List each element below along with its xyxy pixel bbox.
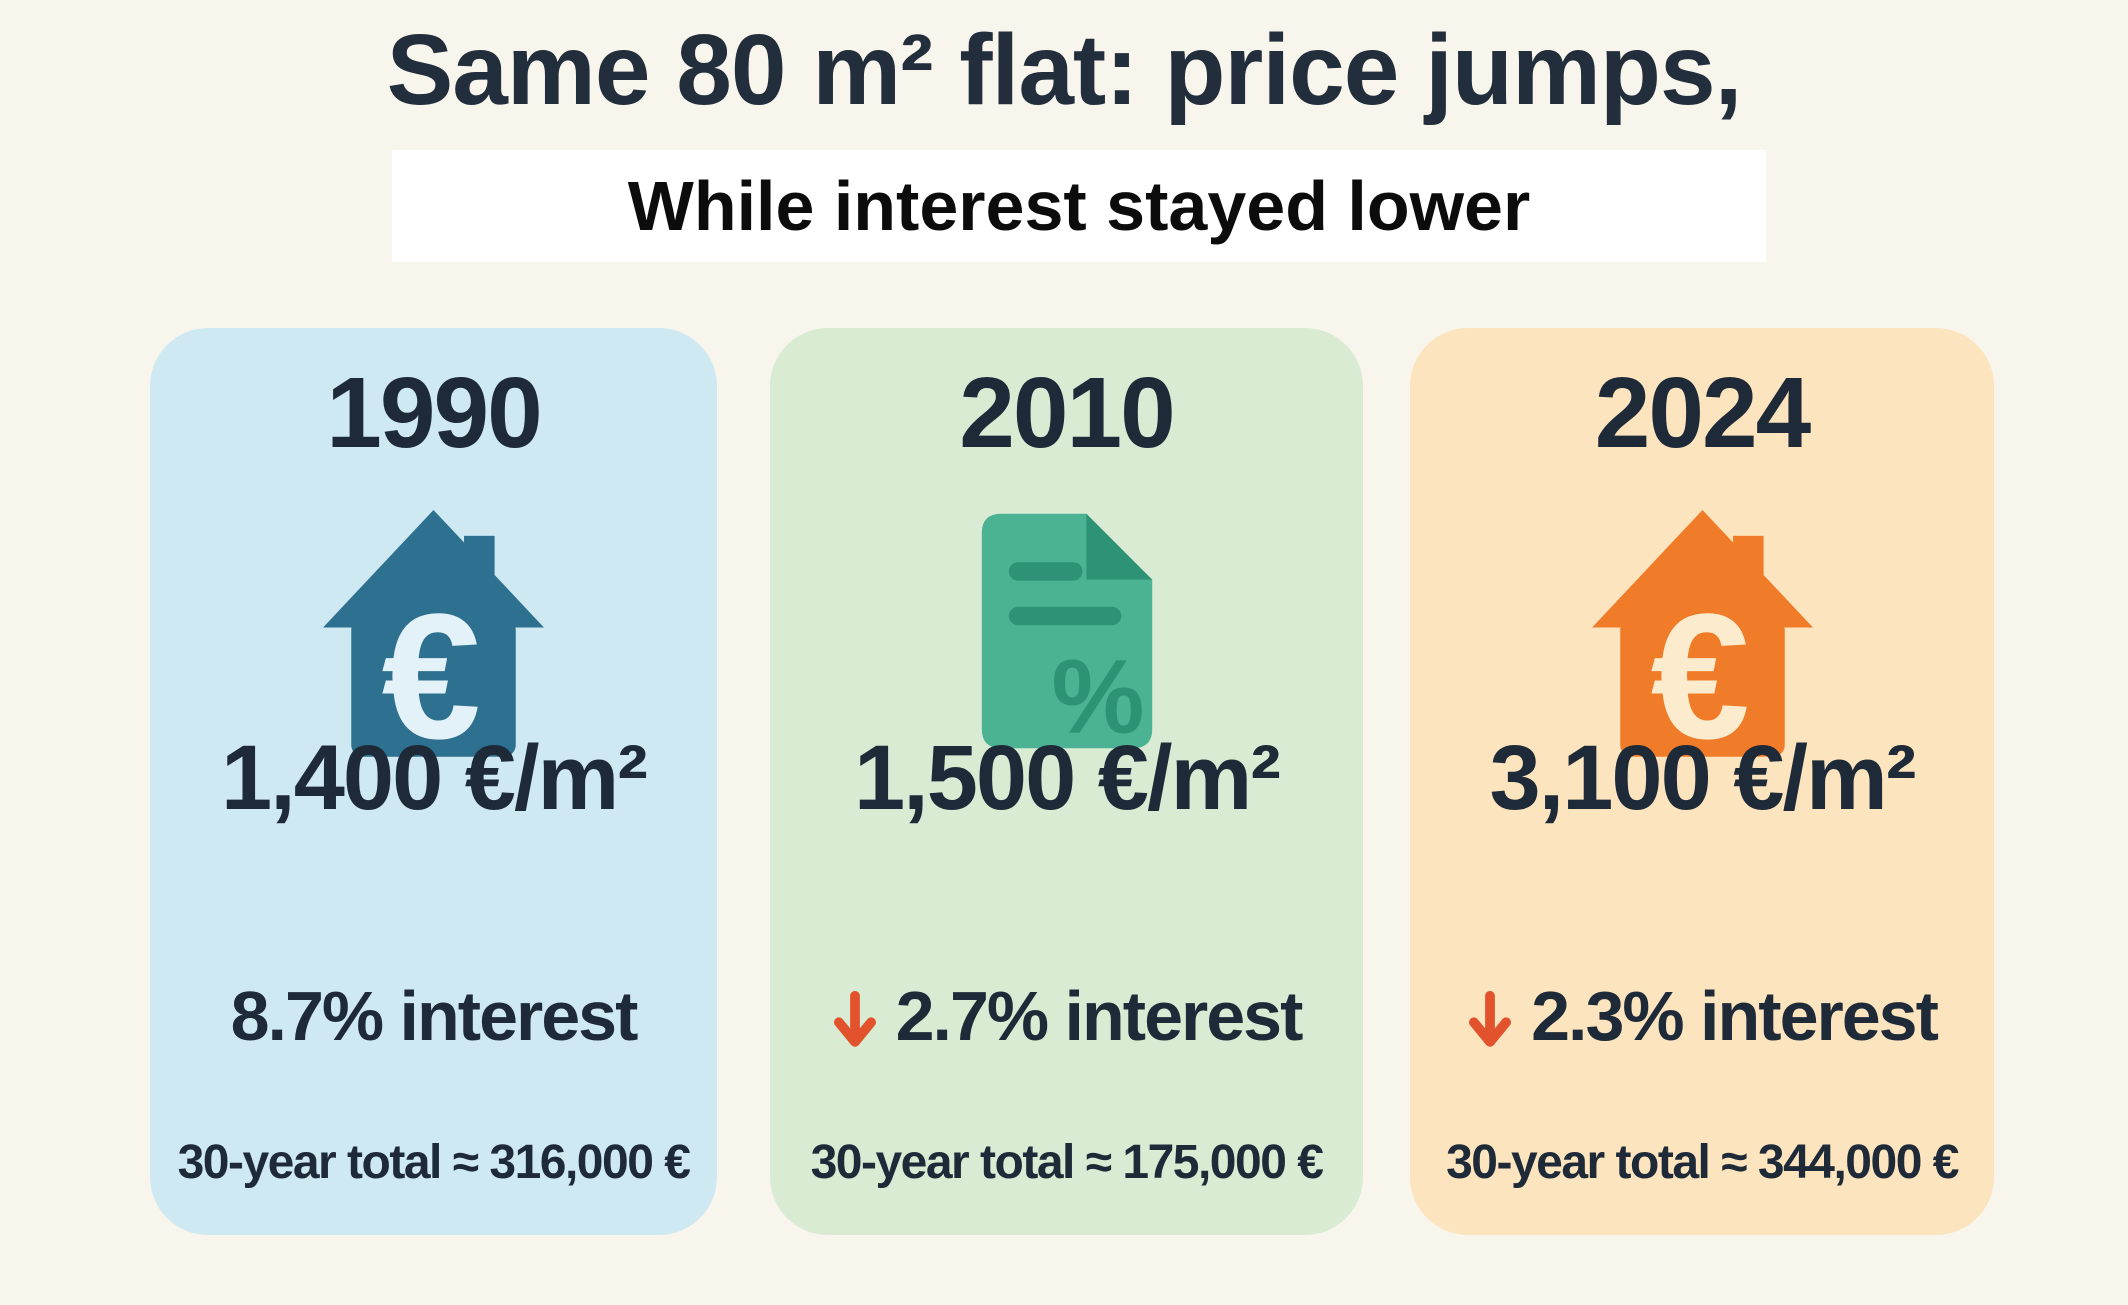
down-arrow-icon — [833, 990, 876, 1047]
year-card-2010: 2010 % 1,500 €/m² 2.7% interest 30-year … — [770, 328, 1363, 1235]
thirty-year-total: 30-year total ≈ 175,000 € — [810, 1136, 1324, 1189]
house-euro-icon: € — [1410, 500, 1994, 762]
house-body — [1619, 618, 1785, 757]
interest-row: 8.7% interest — [150, 978, 717, 1055]
card-year-label: 2024 — [1594, 357, 1811, 469]
document-fold — [1085, 513, 1152, 580]
card-year-label: 2010 — [959, 357, 1175, 469]
thirty-year-total: 30-year total ≈ 344,000 € — [1446, 1136, 1959, 1189]
percent-glyph: % — [1051, 639, 1144, 754]
document-line-2 — [1008, 606, 1121, 626]
house-euro-icon-svg: € — [1591, 509, 1813, 757]
house-euro-icon: € — [150, 500, 717, 762]
interest-row: 2.7% interest — [770, 978, 1363, 1055]
price-per-m2: 3,100 €/m² — [1489, 727, 1917, 829]
house-roof — [1591, 509, 1813, 628]
subtitle-highlight-band: While interest stayed lower — [392, 150, 1766, 262]
year-card-1990: 1990 € 1,400 €/m² 8.7% interest 30-year … — [150, 328, 717, 1235]
interest-label: 8.7% interest — [230, 977, 639, 1055]
document-percent-icon-svg: % — [981, 513, 1152, 754]
document-line-1 — [1008, 562, 1082, 581]
price-per-m2: 1,500 €/m² — [854, 727, 1281, 829]
thirty-year-total: 30-year total ≈ 316,000 € — [177, 1136, 691, 1189]
card-year-label: 1990 — [326, 357, 542, 469]
house-body — [351, 618, 516, 757]
euro-glyph: € — [381, 576, 480, 757]
down-arrow-icon — [1469, 990, 1512, 1047]
price-per-m2: 1,400 €/m² — [221, 727, 648, 829]
document-percent-icon: % — [770, 500, 1363, 762]
page-title: Same 80 m² flat: price jumps, — [386, 14, 1743, 126]
interest-row: 2.3% interest — [1410, 978, 1994, 1055]
euro-glyph: € — [1650, 576, 1749, 757]
interest-label: 2.7% interest — [895, 977, 1304, 1055]
house-euro-icon-svg: € — [323, 509, 544, 757]
interest-label: 2.3% interest — [1531, 977, 1939, 1055]
house-roof — [323, 509, 544, 628]
page-subtitle: While interest stayed lower — [627, 167, 1531, 245]
year-card-2024: 2024 € 3,100 €/m² 2.3% interest 30-year … — [1410, 328, 1994, 1235]
